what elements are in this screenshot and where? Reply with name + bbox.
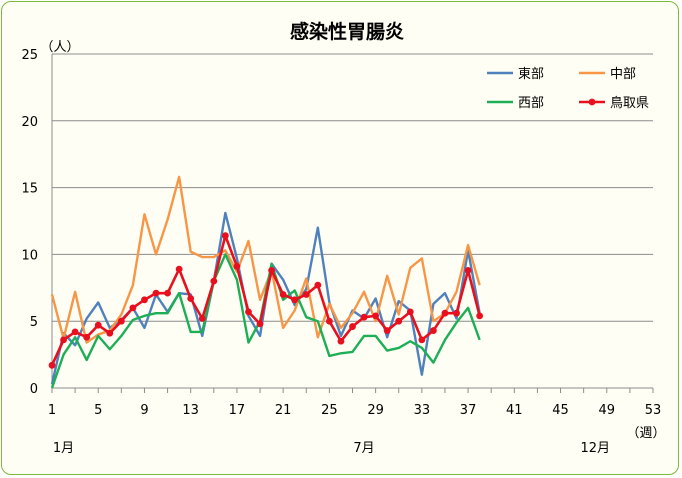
series-point-3-7 <box>129 304 137 312</box>
gridlines <box>52 53 653 322</box>
legend-marker-3 <box>588 98 596 106</box>
series-point-3-28 <box>372 312 380 320</box>
chart-title: 感染性胃腸炎 <box>290 20 404 43</box>
axes <box>51 54 654 393</box>
series-point-3-21 <box>291 296 299 304</box>
series-point-3-26 <box>349 323 356 330</box>
x-tick-13: 13 <box>182 403 199 418</box>
x-tick-1: 1 <box>48 403 56 418</box>
series-point-3-35 <box>453 309 460 317</box>
x-tick-17: 17 <box>229 403 246 418</box>
series-point-3-20 <box>279 291 287 298</box>
month-label-1: 7月 <box>353 441 374 456</box>
y-tick-labels: 0 5 10 15 20 25 <box>21 48 38 397</box>
series-lines <box>48 175 484 389</box>
series-point-3-24 <box>325 317 333 325</box>
series-point-3-1 <box>60 336 67 344</box>
x-tick-labels: 1 5 9 13 17 21 25 29 33 37 41 45 49 53 <box>48 403 661 418</box>
series-point-3-5 <box>106 329 114 337</box>
x-tick-41: 41 <box>506 403 523 418</box>
y-tick-0: 0 <box>30 382 38 397</box>
series-point-3-36 <box>464 267 472 274</box>
x-tick-21: 21 <box>275 403 292 418</box>
series-point-3-14 <box>210 277 218 285</box>
month-label-2: 12月 <box>580 441 610 456</box>
series-point-3-4 <box>94 321 102 329</box>
series-point-3-2 <box>71 328 79 336</box>
series-point-3-11 <box>175 265 183 273</box>
series-point-3-3 <box>83 333 91 341</box>
series-point-3-9 <box>152 289 160 297</box>
x-tick-37: 37 <box>460 403 477 418</box>
series-point-3-0 <box>48 361 56 369</box>
series-point-3-13 <box>198 315 206 322</box>
series-point-3-34 <box>441 309 449 317</box>
series-point-3-31 <box>406 308 414 316</box>
x-tick-5: 5 <box>94 403 102 418</box>
x-axis-unit-label: （週） <box>626 426 665 441</box>
series-point-3-22 <box>302 291 310 298</box>
x-tick-25: 25 <box>321 403 338 418</box>
series-point-3-12 <box>187 295 195 302</box>
month-label-0: 1月 <box>53 441 74 456</box>
x-tick-49: 49 <box>598 403 615 418</box>
series-point-3-10 <box>164 289 171 297</box>
legend-label-1: 中部 <box>610 67 636 82</box>
x-tick-29: 29 <box>367 403 384 418</box>
series-point-3-23 <box>314 281 322 289</box>
legend-label-2: 西部 <box>518 96 544 111</box>
y-tick-20: 20 <box>21 115 38 130</box>
y-axis-unit-label: （人） <box>40 40 79 55</box>
series-point-3-19 <box>268 267 275 274</box>
series-point-3-15 <box>221 232 229 240</box>
x-tick-33: 33 <box>414 403 431 418</box>
series-point-3-29 <box>383 327 391 334</box>
series-point-3-17 <box>245 308 252 316</box>
x-tick-9: 9 <box>140 403 148 418</box>
y-tick-5: 5 <box>30 315 38 330</box>
series-line-1 <box>50 175 481 344</box>
x-tick-45: 45 <box>552 403 569 418</box>
y-tick-10: 10 <box>21 248 38 263</box>
month-labels: 1月 7月 12月 <box>53 441 610 456</box>
series-point-3-32 <box>418 336 426 344</box>
x-tick-53: 53 <box>645 403 662 418</box>
y-tick-25: 25 <box>21 48 38 63</box>
series-point-3-16 <box>233 263 241 270</box>
series-point-3-8 <box>141 296 148 304</box>
series-point-3-27 <box>360 313 368 321</box>
series-point-3-25 <box>337 337 345 345</box>
series-point-3-30 <box>395 317 403 325</box>
series-point-3-18 <box>256 320 264 328</box>
series-point-3-33 <box>430 327 437 334</box>
series-point-3-6 <box>117 317 125 325</box>
series-point-3-37 <box>476 312 484 320</box>
legend-label-0: 東部 <box>518 66 544 82</box>
legend-label-3: 鳥取県 <box>610 96 649 111</box>
y-tick-15: 15 <box>21 182 38 197</box>
